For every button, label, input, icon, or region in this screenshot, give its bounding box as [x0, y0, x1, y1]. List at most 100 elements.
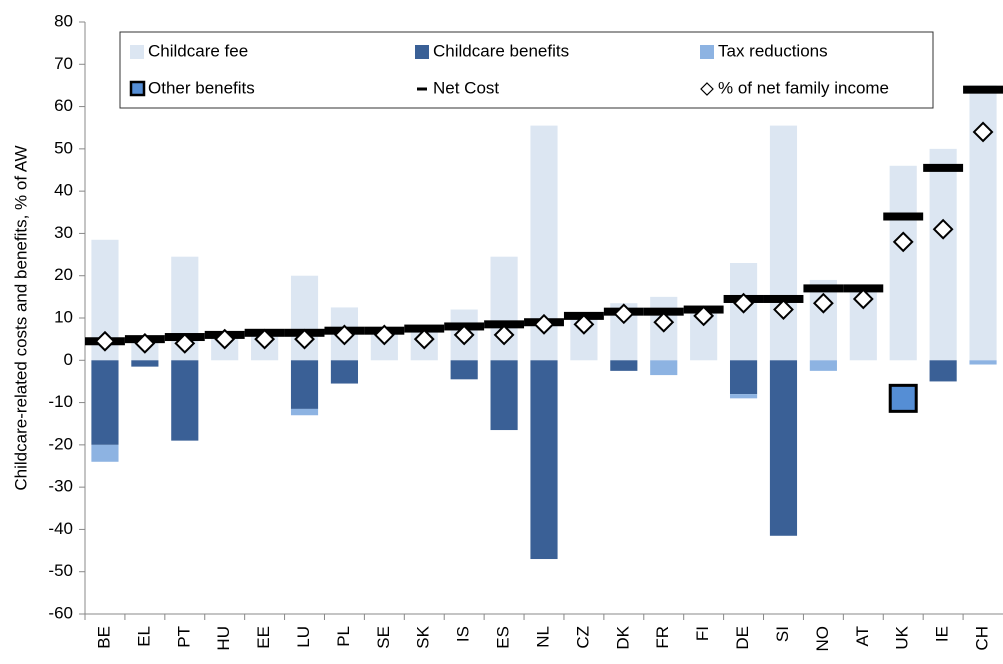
y-tick-label: 40	[54, 181, 73, 200]
net-cost-marker	[843, 284, 884, 293]
legend-swatch	[415, 45, 429, 59]
diamond-marker	[892, 231, 914, 253]
bar	[769, 125, 798, 361]
legend-label: Childcare fee	[148, 41, 248, 60]
x-tick-label: EL	[134, 626, 153, 647]
diamond-marker	[94, 330, 116, 352]
net-cost-marker	[923, 163, 964, 172]
x-tick-label: BE	[94, 626, 113, 649]
y-tick-label: 30	[54, 223, 73, 242]
net-cost-marker	[763, 294, 804, 303]
x-tick-label: LU	[294, 626, 313, 648]
diamond-marker	[852, 288, 874, 310]
x-tick-label: EE	[254, 626, 273, 649]
y-tick-label: -20	[48, 434, 73, 453]
bar	[650, 360, 678, 376]
y-axis-label: Childcare-related costs and benefits, % …	[11, 145, 30, 490]
y-tick-label: -40	[48, 519, 73, 538]
diamond-marker	[453, 324, 475, 346]
legend-swatch	[700, 82, 714, 96]
diamond-marker	[733, 292, 754, 314]
diamond-marker	[413, 328, 435, 350]
legend-label: Other benefits	[148, 78, 255, 97]
bar	[809, 360, 837, 371]
diamond-marker	[174, 332, 196, 354]
x-tick-label: IE	[933, 626, 952, 642]
bar	[929, 360, 957, 382]
x-tick-label: IS	[454, 626, 473, 642]
x-tick-label: NO	[813, 626, 832, 652]
y-tick-label: -50	[48, 561, 73, 580]
legend-label: % of net family income	[718, 78, 889, 97]
diamond-marker	[932, 218, 954, 240]
bar	[290, 408, 319, 416]
x-tick-label: HU	[214, 626, 233, 651]
x-tick-label: FI	[693, 626, 712, 641]
x-tick-label: PL	[334, 626, 353, 647]
x-tick-label: AT	[853, 626, 872, 646]
x-tick-label: DK	[613, 625, 632, 649]
legend-label: Net Cost	[433, 78, 499, 97]
diamond-marker	[812, 292, 834, 314]
net-cost-marker	[643, 307, 684, 316]
bar	[530, 360, 558, 560]
legend-swatch	[700, 45, 714, 59]
x-tick-label: UK	[893, 625, 912, 649]
legend-swatch	[129, 80, 146, 97]
bar	[729, 360, 758, 395]
bar	[969, 360, 997, 365]
diamond-marker	[134, 332, 156, 354]
bar	[91, 360, 119, 445]
diamond-marker	[493, 324, 515, 346]
diamond-marker	[214, 328, 236, 350]
x-tick-label: CZ	[573, 626, 592, 649]
net-cost-marker	[404, 324, 445, 333]
diamond-marker	[254, 328, 276, 350]
y-tick-label: 50	[54, 138, 73, 157]
diamond-marker	[693, 305, 715, 327]
x-tick-label: FR	[653, 626, 672, 649]
legend-label: Tax reductions	[718, 41, 828, 60]
net-cost-marker	[803, 284, 844, 293]
net-cost-marker	[963, 85, 1003, 94]
legend-swatch	[130, 45, 144, 59]
bar	[889, 165, 917, 361]
diamond-marker	[613, 303, 635, 325]
diamond-marker	[334, 324, 355, 346]
diamond-marker	[573, 313, 595, 335]
x-tick-label: ES	[494, 626, 513, 649]
diamond-marker	[533, 313, 555, 335]
y-tick-label: 80	[54, 11, 73, 30]
square-marker	[888, 383, 918, 413]
bar	[131, 360, 159, 367]
y-tick-label: 0	[64, 350, 73, 369]
x-tick-label: SE	[374, 626, 393, 649]
diamond-marker	[294, 328, 315, 350]
diamond-marker	[653, 311, 675, 333]
bar	[610, 360, 638, 371]
bar	[490, 360, 518, 431]
diamond-marker	[773, 299, 794, 320]
net-cost-marker	[484, 320, 525, 329]
bar	[769, 360, 798, 536]
bar	[929, 148, 957, 361]
legend-box	[119, 31, 934, 109]
y-tick-label: 10	[54, 307, 73, 326]
legend-swatch	[417, 87, 427, 91]
x-tick-label: DE	[733, 626, 752, 650]
y-tick-label: 70	[54, 54, 73, 73]
y-tick-label: -30	[48, 477, 73, 496]
bar	[450, 360, 478, 380]
x-tick-label: CH	[973, 626, 992, 651]
diamond-marker	[373, 324, 395, 346]
diamond-marker	[972, 121, 994, 143]
y-tick-label: 60	[54, 96, 73, 115]
bar	[330, 360, 359, 384]
net-cost-marker	[883, 212, 924, 221]
bar	[290, 360, 319, 409]
x-tick-label: NL	[533, 626, 552, 648]
x-tick-label: PT	[174, 626, 193, 648]
x-tick-label: SK	[414, 625, 433, 648]
bar	[91, 444, 119, 462]
